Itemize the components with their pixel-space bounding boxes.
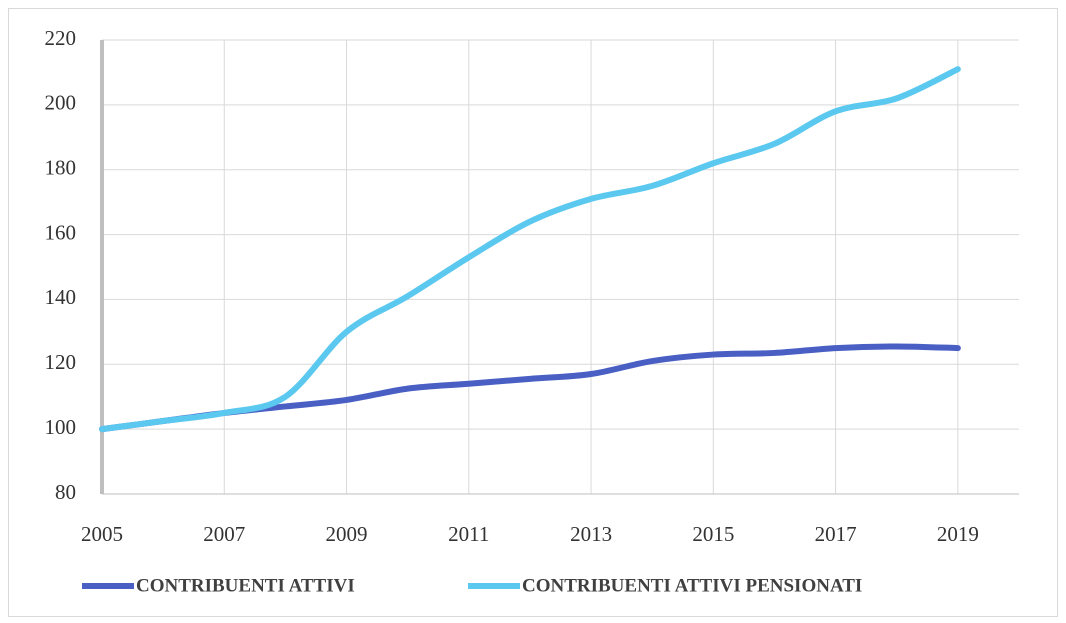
y-tick-label: 140 <box>45 285 77 309</box>
y-tick-label: 180 <box>45 156 77 180</box>
x-tick-label: 2007 <box>203 522 245 546</box>
x-tick-label: 2005 <box>81 522 123 546</box>
x-tick-label: 2011 <box>448 522 489 546</box>
y-tick-label: 200 <box>45 91 77 115</box>
line-series <box>99 66 961 433</box>
x-tick-label: 2009 <box>326 522 368 546</box>
y-tick-label: 120 <box>45 350 77 374</box>
x-tick-label: 2019 <box>937 522 979 546</box>
y-tick-label: 160 <box>45 220 77 244</box>
y-tick-label: 80 <box>55 480 76 504</box>
legend-text: CONTRIBUENTI ATTIVI <box>136 575 355 596</box>
y-tick-label: 100 <box>45 415 77 439</box>
legend-text: CONTRIBUENTI ATTIVI PENSIONATI <box>522 575 862 596</box>
x-tick-label: 2013 <box>570 522 612 546</box>
x-tick-label: 2015 <box>692 522 734 546</box>
chart-border <box>8 8 1058 617</box>
x-tick-label: 2017 <box>815 522 857 546</box>
y-tick-label: 220 <box>45 26 77 50</box>
